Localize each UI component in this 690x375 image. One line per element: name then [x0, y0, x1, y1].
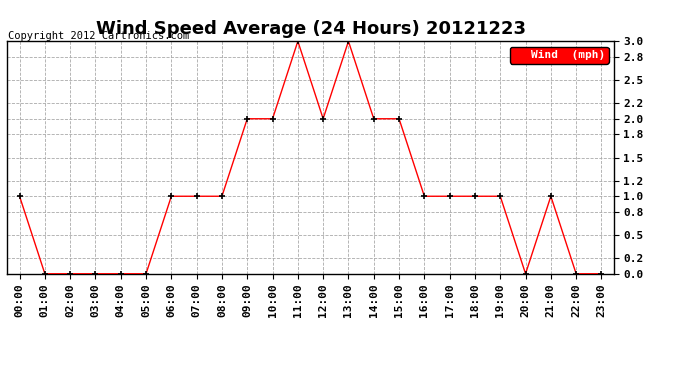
Legend: Wind  (mph): Wind (mph) [510, 47, 609, 63]
Text: Copyright 2012 Cartronics.com: Copyright 2012 Cartronics.com [8, 32, 190, 41]
Title: Wind Speed Average (24 Hours) 20121223: Wind Speed Average (24 Hours) 20121223 [95, 20, 526, 38]
